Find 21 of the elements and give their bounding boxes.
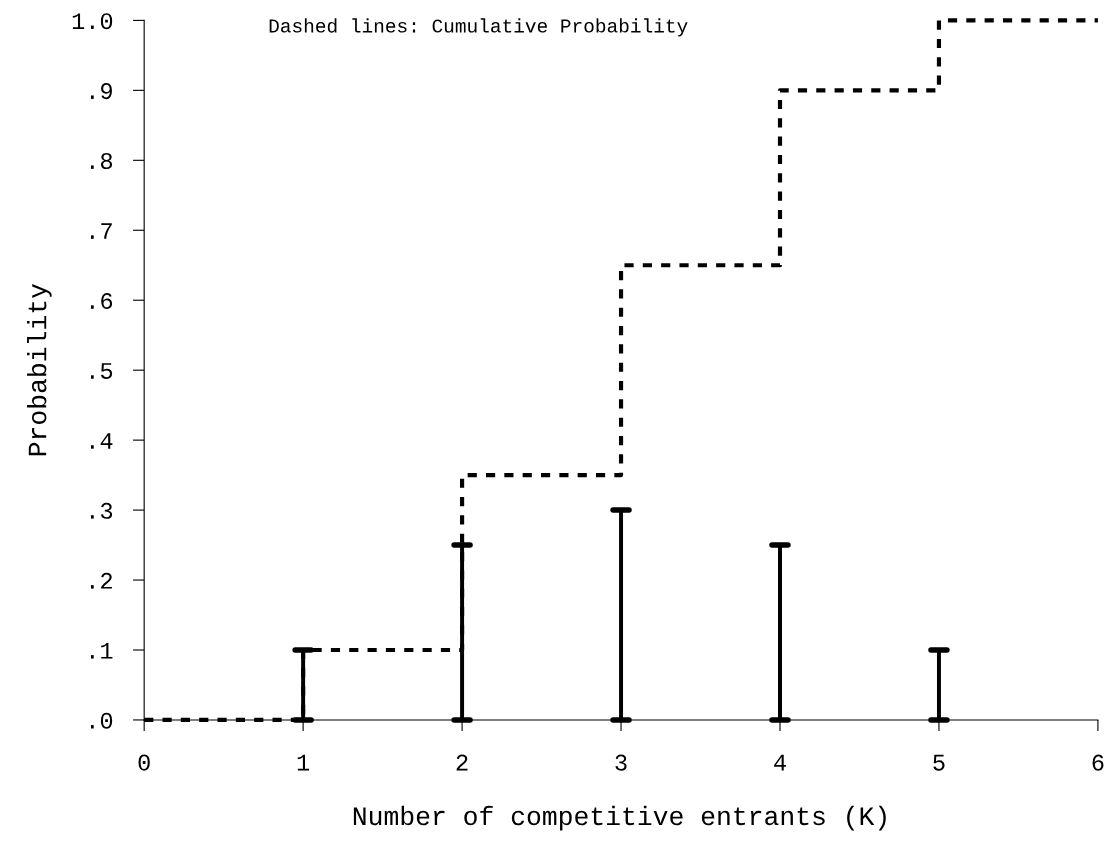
y-tick-label: .4	[90, 433, 113, 449]
y-axis-title: Probability	[27, 283, 52, 456]
x-tick-label: 6	[1092, 754, 1104, 771]
y-tick-label: .8	[90, 153, 113, 170]
y-tick-label: .7	[90, 223, 112, 239]
y-tick-label: 1.0	[72, 13, 113, 30]
x-axis-title: Number of competitive entrants (K)	[353, 805, 886, 831]
x-tick-label: 4	[774, 754, 786, 771]
x-tick-label: 1	[297, 754, 310, 771]
x-tick-label: 3	[615, 754, 627, 771]
y-tick-label: .2	[90, 572, 112, 589]
annotation: Dashed lines: Cumulative Probability	[269, 18, 688, 37]
x-tick-label: 5	[933, 754, 945, 771]
x-tick-label: 2	[456, 754, 468, 771]
y-tick-label: .9	[90, 83, 112, 100]
y-tick-label: .3	[90, 502, 113, 519]
y-tick-label: .5	[90, 363, 113, 379]
y-tick-label: .0	[90, 712, 113, 729]
x-tick-label: 0	[138, 754, 150, 771]
y-tick-label: .1	[90, 643, 113, 659]
y-tick-label: .6	[90, 292, 113, 310]
